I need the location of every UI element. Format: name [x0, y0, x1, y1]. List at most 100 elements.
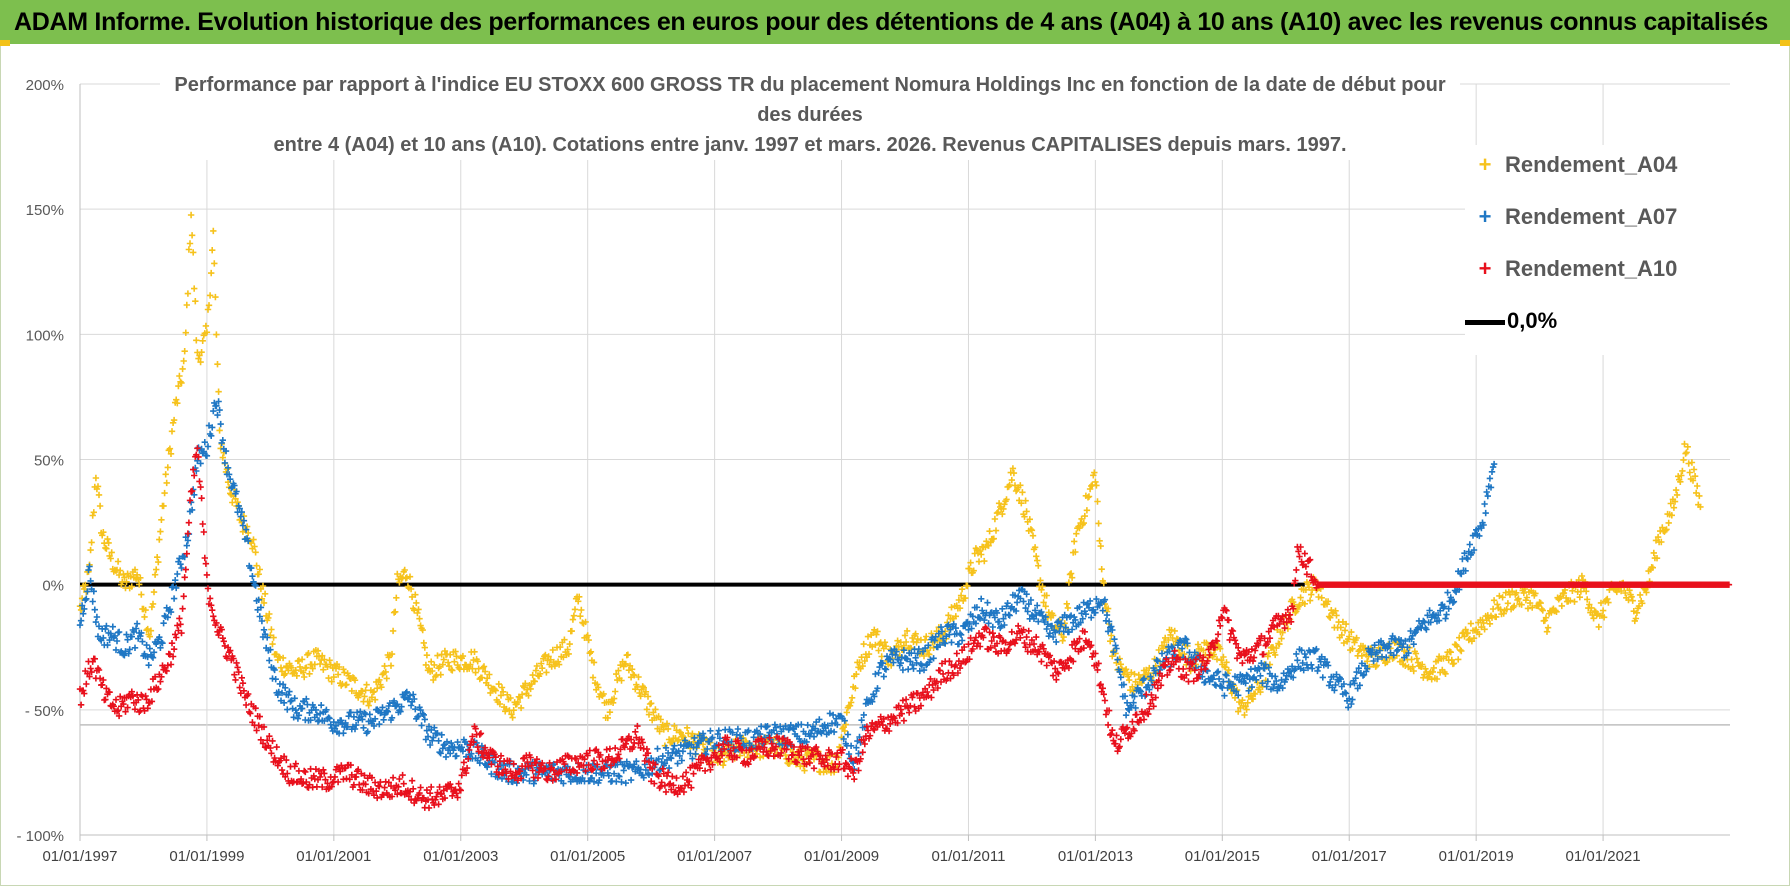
x-axis-ticks: 01/01/1997 01/01/1999 01/01/2001 01/01/2003…: [42, 835, 1641, 865]
data-point-a04: [860, 640, 867, 648]
data-point-a10: [658, 779, 665, 786]
data-point-a07: [912, 654, 919, 661]
data-point-a10: [1100, 691, 1107, 698]
data-point-a04: [180, 357, 187, 365]
data-point-a07: [1258, 660, 1265, 667]
data-point-a10: [747, 755, 754, 763]
data-point-a04: [648, 700, 655, 707]
data-point-a07: [1461, 550, 1468, 557]
data-point-a07: [182, 534, 189, 541]
data-point-a04: [314, 647, 322, 654]
data-point-a04: [1678, 472, 1685, 479]
data-point-a07: [1445, 605, 1452, 612]
data-point-a07: [1480, 521, 1487, 529]
data-point-a10: [688, 784, 695, 791]
data-point-a04: [1034, 557, 1041, 564]
data-point-a04: [330, 673, 337, 681]
data-point-a07: [257, 604, 265, 611]
data-point-a10: [408, 777, 416, 784]
data-point-a07: [1076, 603, 1083, 611]
data-point-a07: [810, 733, 818, 740]
data-point-a10: [880, 715, 887, 723]
data-point-a07: [298, 705, 306, 712]
data-point-a04: [365, 702, 372, 709]
data-point-a10: [259, 740, 267, 747]
data-point-a10: [1107, 731, 1114, 739]
data-point-a04: [1353, 634, 1360, 642]
data-point-a04: [325, 674, 332, 682]
data-point-a04: [114, 558, 122, 565]
data-point-a04: [1213, 656, 1221, 663]
data-point-a10: [143, 696, 150, 703]
data-point-a07: [1092, 609, 1099, 616]
data-point-a07: [178, 564, 185, 572]
data-point-a07: [130, 628, 138, 636]
data-point-a07: [1035, 618, 1042, 625]
data-point-a07: [313, 711, 321, 718]
data-point-a04: [1553, 608, 1560, 615]
data-point-a10: [200, 528, 207, 536]
data-point-a10: [1114, 748, 1121, 755]
data-point-a10: [392, 787, 399, 794]
data-point-a07: [1348, 700, 1355, 708]
data-point-a04: [234, 499, 241, 506]
data-point-a10: [789, 751, 797, 758]
data-point-a04: [445, 662, 453, 670]
data-point-a04: [1033, 553, 1040, 560]
data-point-a04: [363, 681, 370, 688]
data-point-a10: [947, 675, 954, 682]
data-point-a04: [163, 479, 170, 487]
data-point-a07: [376, 721, 383, 728]
data-point-a07: [312, 706, 320, 714]
data-point-a04: [161, 489, 168, 497]
data-point-a07: [729, 729, 736, 736]
data-point-a07: [188, 506, 196, 514]
data-point-a07: [181, 553, 188, 561]
data-point-a10: [242, 701, 250, 709]
data-point-a04: [948, 604, 955, 611]
data-point-a07: [681, 737, 689, 744]
data-point-a10: [635, 740, 642, 747]
data-point-a04: [539, 665, 546, 672]
data-point-a07: [1229, 681, 1237, 688]
data-point-a10: [179, 605, 186, 612]
data-point-a07: [1464, 555, 1471, 563]
data-point-a04: [277, 664, 285, 671]
data-point-a04: [1098, 566, 1105, 573]
data-point-a10: [1301, 550, 1308, 557]
data-point-a04: [1476, 631, 1483, 638]
data-point-a04: [422, 661, 430, 669]
data-point-a10: [637, 744, 644, 751]
data-point-a04: [150, 588, 158, 596]
data-point-a10: [724, 734, 731, 741]
data-point-a04: [873, 631, 880, 638]
data-point-a10: [550, 767, 557, 774]
data-point-a07: [1053, 638, 1060, 646]
data-point-a04: [992, 527, 1000, 534]
data-point-a07: [1242, 680, 1249, 687]
data-point-a07: [1103, 611, 1111, 619]
legend-label-a04: Rendement_A04: [1505, 152, 1678, 177]
data-point-a04: [1372, 663, 1379, 670]
data-point-a10: [183, 550, 190, 557]
data-point-a04: [516, 694, 524, 702]
data-point-a07: [150, 649, 158, 656]
data-point-a07: [111, 632, 119, 640]
data-point-a04: [1456, 634, 1463, 641]
data-point-a04: [1693, 489, 1700, 497]
data-point-a10: [838, 749, 845, 756]
data-point-a07: [454, 738, 461, 746]
data-point-a10: [234, 664, 241, 671]
data-point-a07: [124, 636, 131, 643]
data-point-a07: [1405, 649, 1412, 657]
data-point-a07: [1332, 681, 1339, 689]
data-point-a07: [1246, 676, 1253, 683]
data-point-a04: [679, 733, 687, 740]
data-point-a07: [260, 626, 268, 633]
data-point-a07: [764, 723, 771, 730]
data-point-a04: [1539, 607, 1546, 614]
data-point-a04: [1009, 465, 1017, 472]
data-point-a04: [570, 612, 578, 619]
data-point-a07: [872, 670, 879, 678]
data-point-a04: [305, 650, 312, 657]
